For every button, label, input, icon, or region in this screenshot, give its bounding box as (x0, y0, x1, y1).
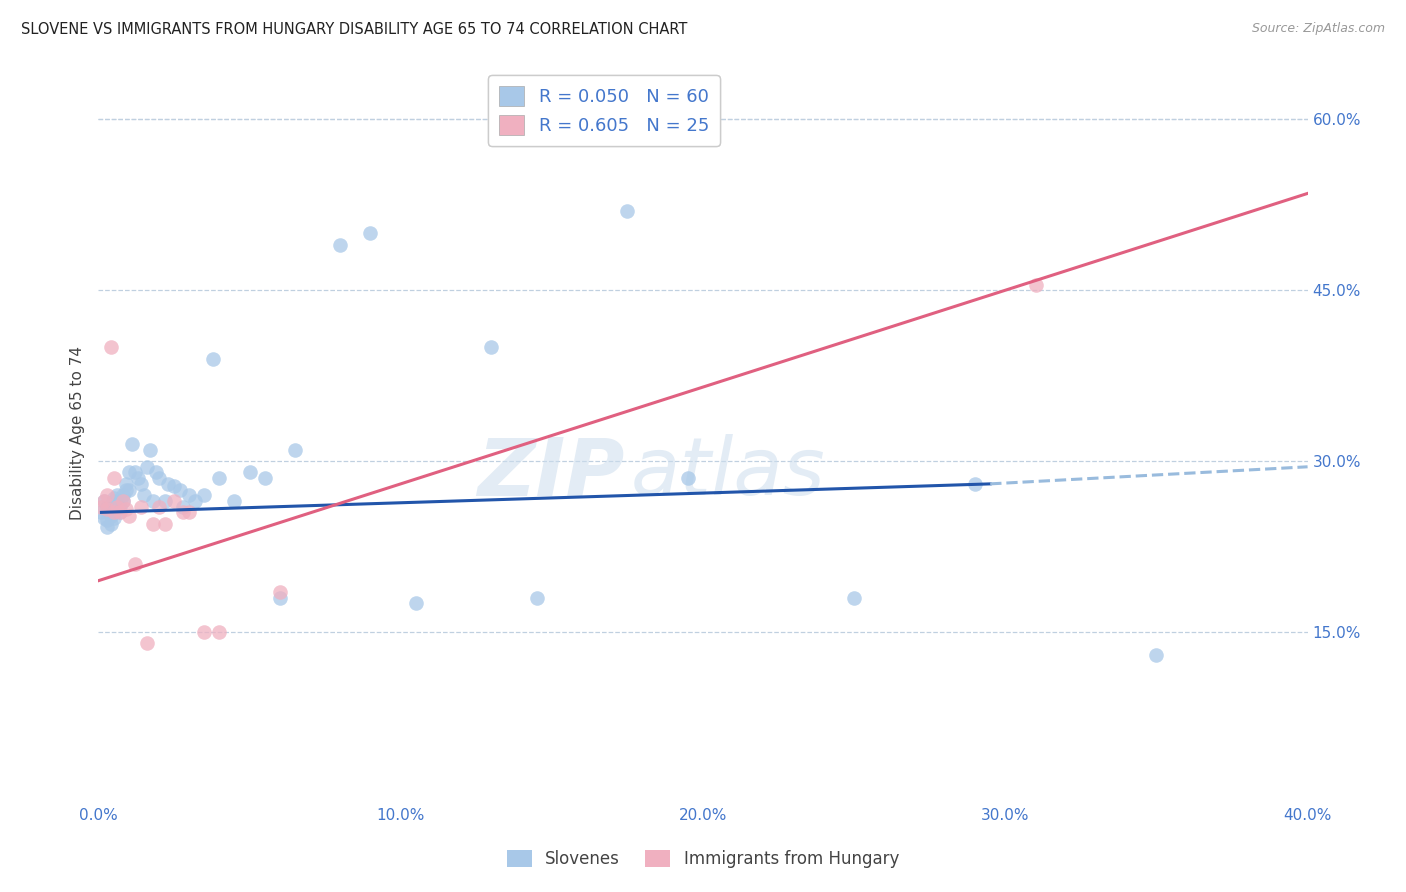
Point (129, 500, 152, 514)
Point (965, 476, 987, 491)
Point (124, 466, 146, 480)
Point (135, 636, 157, 650)
Point (105, 500, 128, 514)
Point (93, 511, 115, 525)
Point (156, 476, 179, 491)
Point (111, 488, 134, 502)
Point (208, 471, 231, 485)
Point (179, 488, 201, 502)
Point (676, 471, 699, 485)
Point (329, 237, 352, 252)
Y-axis label: Disability Age 65 to 74: Disability Age 65 to 74 (69, 345, 84, 520)
Text: SLOVENE VS IMMIGRANTS FROM HUNGARY DISABILITY AGE 65 TO 74 CORRELATION CHART: SLOVENE VS IMMIGRANTS FROM HUNGARY DISAB… (21, 22, 688, 37)
Text: atlas: atlas (630, 434, 825, 512)
Point (616, 203, 638, 218)
Point (184, 494, 207, 508)
Point (103, 471, 125, 485)
Point (100, 340, 122, 354)
Point (269, 585, 291, 599)
Point (103, 491, 125, 505)
Point (127, 471, 149, 485)
Point (153, 516, 176, 531)
Legend: R = 0.050   N = 60, R = 0.605   N = 25: R = 0.050 N = 60, R = 0.605 N = 25 (488, 75, 720, 145)
Point (129, 476, 152, 491)
Point (239, 466, 262, 480)
Point (163, 494, 186, 508)
Point (105, 502, 128, 516)
Point (118, 466, 141, 480)
Point (108, 500, 131, 514)
Point (142, 516, 165, 531)
Point (526, 591, 548, 605)
Point (111, 494, 134, 508)
Point (179, 505, 201, 519)
Point (139, 442, 162, 457)
Point (132, 488, 155, 502)
Point (100, 516, 122, 531)
Point (108, 505, 131, 519)
Point (121, 437, 143, 451)
Point (269, 591, 291, 605)
Point (172, 500, 194, 514)
Point (153, 494, 176, 508)
Point (96, 520, 118, 534)
Point (360, 227, 382, 241)
Point (114, 476, 136, 491)
Point (100, 502, 122, 516)
Point (90, 500, 112, 514)
Point (208, 624, 231, 639)
Point (100, 508, 122, 523)
Point (93, 494, 115, 508)
Point (163, 479, 186, 493)
Point (105, 500, 128, 514)
Point (96, 488, 118, 502)
Point (1024, 277, 1046, 292)
Point (118, 483, 141, 497)
Point (108, 505, 131, 519)
Point (169, 483, 191, 497)
Point (135, 459, 157, 474)
Point (90, 505, 112, 519)
Point (202, 351, 225, 366)
Text: Source: ZipAtlas.com: Source: ZipAtlas.com (1251, 22, 1385, 36)
Point (148, 500, 170, 514)
Point (103, 511, 125, 525)
Point (103, 505, 125, 519)
Point (114, 502, 136, 516)
Text: ZIP: ZIP (477, 434, 624, 512)
Point (103, 494, 125, 508)
Point (172, 505, 194, 519)
Point (405, 597, 427, 611)
Point (1144, 648, 1167, 662)
Point (108, 494, 131, 508)
Point (111, 494, 134, 508)
Point (124, 557, 146, 571)
Point (118, 508, 141, 523)
Point (148, 471, 170, 485)
Point (105, 488, 128, 502)
Point (253, 471, 276, 485)
Point (96, 513, 118, 527)
Point (96, 500, 118, 514)
Point (193, 488, 215, 502)
Point (481, 340, 503, 354)
Point (96, 502, 118, 516)
Point (844, 591, 866, 605)
Point (284, 442, 307, 457)
Legend: Slovenes, Immigrants from Hungary: Slovenes, Immigrants from Hungary (501, 843, 905, 875)
Point (193, 624, 215, 639)
Point (103, 505, 125, 519)
Point (93, 494, 115, 508)
Point (224, 494, 246, 508)
Point (114, 483, 136, 497)
Point (145, 466, 167, 480)
Point (142, 494, 165, 508)
